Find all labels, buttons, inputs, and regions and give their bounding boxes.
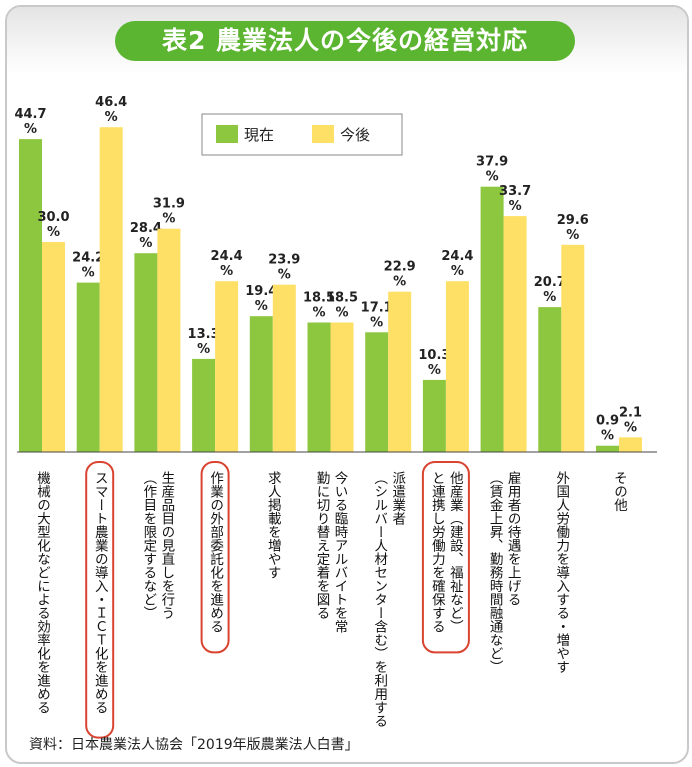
highlight-box: [85, 461, 115, 739]
bar: [422, 379, 446, 452]
data-label: 37.9: [476, 155, 508, 170]
bar: [538, 307, 562, 452]
category-label: 他産業（建設、福祉など）: [447, 471, 464, 633]
data-label: 22.9: [384, 260, 416, 275]
bar: [99, 127, 123, 452]
bar: [215, 281, 239, 452]
data-label: 46.4: [95, 95, 127, 110]
data-label-unit: %: [335, 306, 348, 321]
category-label: 機械の大型化などによる効率化を進める: [34, 471, 51, 714]
data-label-unit: %: [255, 299, 268, 314]
legend-label: 現在: [244, 126, 274, 144]
bar: [249, 316, 273, 452]
legend-swatch: [312, 125, 334, 143]
data-label-unit: %: [543, 290, 556, 305]
data-label: 0.9: [596, 414, 619, 429]
data-label-unit: %: [139, 236, 152, 251]
data-label-unit: %: [278, 268, 291, 283]
data-label: 24.4: [441, 249, 473, 264]
data-label: 23.9: [268, 253, 300, 268]
category-label: 作業の外部委託化を進める: [207, 471, 224, 633]
bar: [307, 322, 331, 452]
data-label: 33.7: [499, 184, 531, 199]
bar: [42, 242, 65, 452]
category-label: 求人掲載を増やす: [265, 471, 282, 580]
highlight-box: [421, 461, 470, 654]
data-label: 13.3: [188, 327, 220, 342]
data-label: 29.6: [557, 213, 589, 228]
data-label-unit: %: [82, 266, 95, 281]
data-label: 19.4: [245, 284, 277, 299]
highlight-box: [200, 461, 230, 654]
data-label-unit: %: [220, 264, 233, 279]
data-label: 10.3: [418, 348, 450, 363]
bar: [192, 358, 216, 452]
bar: [388, 291, 412, 452]
legend-swatch: [216, 125, 238, 143]
bar: [596, 445, 619, 452]
data-label: 20.7: [534, 275, 566, 290]
category-label: 派遣業者: [389, 471, 406, 525]
data-label-unit: %: [162, 212, 175, 227]
bar: [365, 332, 389, 452]
data-label-unit: %: [624, 420, 637, 435]
category-label: （作目を限定するなど）: [140, 471, 157, 620]
bar: [503, 216, 527, 452]
bar: [76, 282, 100, 452]
category-label: 今いる臨時アルバイトを常: [332, 471, 349, 634]
bar: [561, 244, 585, 452]
category-label: と連携し労働力を確保する: [429, 471, 446, 633]
data-label-unit: %: [509, 199, 522, 214]
data-label-unit: %: [197, 342, 210, 357]
chart-title: 表2 農業法人の今後の経営対応: [115, 21, 575, 61]
bar: [330, 322, 354, 452]
data-label-unit: %: [566, 228, 579, 243]
data-label: 17.1: [361, 300, 393, 315]
title-bar: 表2 農業法人の今後の経営対応: [7, 7, 687, 75]
bar: [480, 186, 504, 452]
data-label-unit: %: [47, 225, 60, 240]
category-label: 生産品目の見直しを行う: [158, 471, 175, 620]
data-label-unit: %: [601, 429, 614, 444]
data-label-unit: %: [428, 363, 441, 378]
data-label-unit: %: [370, 315, 383, 330]
bar: [134, 253, 158, 452]
data-label-unit: %: [24, 122, 37, 137]
bar: [272, 284, 296, 452]
data-label: 24.4: [211, 249, 243, 264]
bar: [19, 139, 42, 452]
data-label: 31.9: [153, 197, 185, 212]
data-label: 44.7: [14, 107, 46, 122]
source-note: 資料：日本農業法人協会「2019年版農業法人白書」: [29, 737, 359, 753]
category-label: （シルバー人材センター含む）を利用する: [371, 471, 388, 728]
bar: [157, 228, 181, 452]
category-label: その他: [611, 471, 628, 513]
data-label-unit: %: [105, 110, 118, 125]
bar: [619, 437, 642, 452]
data-label: 28.4: [130, 221, 162, 236]
data-label: 18.5: [326, 291, 358, 306]
data-label-unit: %: [393, 275, 406, 290]
bar-chart: 44.7%30.0%機械の大型化などによる効率化を進める24.2%46.4%スマ…: [14, 95, 657, 739]
category-label: （賃金上昇、勤務時間融通など）: [487, 471, 504, 674]
category-label: スマート農業の導入・ＩＣＴ化を進める: [92, 471, 109, 714]
data-label-unit: %: [486, 170, 499, 185]
data-label: 30.0: [37, 210, 69, 225]
data-label: 24.2: [72, 251, 104, 266]
category-label: 外国人労働力を導入する・増やす: [553, 471, 570, 674]
legend-label: 今後: [340, 126, 370, 144]
data-label: 2.1: [619, 405, 642, 420]
category-label: 勤に切り替え定着を図る: [314, 471, 331, 620]
category-label: 雇用者の待遇を上げる: [505, 470, 522, 606]
bar: [445, 281, 469, 452]
data-label-unit: %: [451, 264, 464, 279]
figure-frame: 表2 農業法人の今後の経営対応 44.7% 30.0% 機械の大型化などによる効率化…: [5, 5, 689, 764]
data-label: 18.5: [303, 291, 335, 306]
data-label-unit: %: [312, 306, 325, 321]
